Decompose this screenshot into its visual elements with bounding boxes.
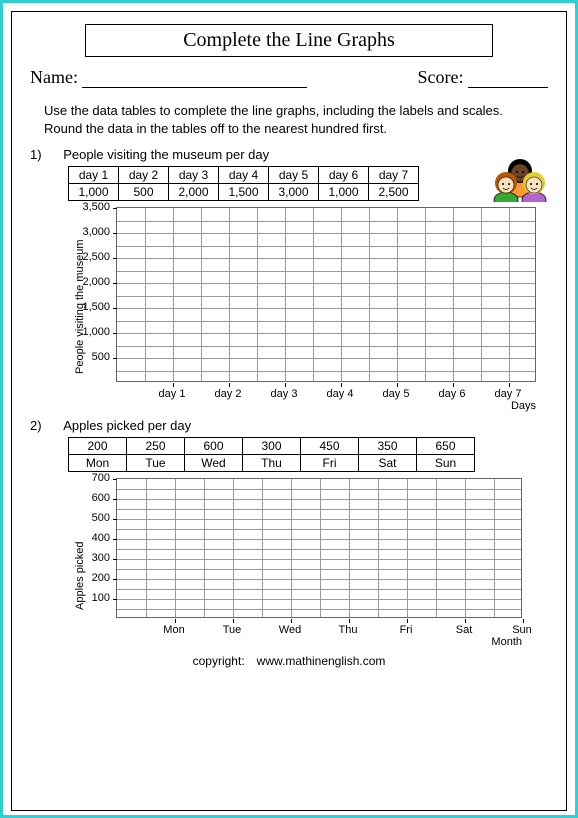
copyright: copyright: www.mathinenglish.com: [30, 654, 548, 668]
x-tick: Wed: [279, 624, 301, 636]
table-cell: 500: [119, 184, 169, 201]
table-cell: 300: [243, 438, 301, 455]
q1-chart: People visiting the museum5001,0001,5002…: [68, 207, 536, 410]
x-tick: Sun: [512, 624, 532, 636]
x-tick: Fri: [400, 624, 413, 636]
table-cell: day 3: [169, 167, 219, 184]
table-cell: 1,000: [69, 184, 119, 201]
q1-heading: 1) People visiting the museum per day: [30, 147, 548, 162]
table-cell: Mon: [69, 455, 127, 472]
table-cell: Sat: [359, 455, 417, 472]
worksheet-frame: Complete the Line Graphs Name: Score: Us…: [0, 0, 578, 818]
x-tick: Sat: [456, 624, 473, 636]
y-tick: 500: [92, 351, 110, 363]
score-blank[interactable]: [468, 70, 548, 88]
x-tick: Tue: [223, 624, 242, 636]
table-cell: 2,500: [369, 184, 419, 201]
score-label: Score:: [418, 67, 464, 87]
q1-number: 1): [30, 147, 42, 162]
y-tick: 3,000: [82, 226, 110, 238]
chart-grid: [116, 207, 536, 382]
table-cell: 350: [359, 438, 417, 455]
table-cell: day 5: [269, 167, 319, 184]
table-cell: Sun: [417, 455, 475, 472]
y-tick: 200: [92, 572, 110, 584]
table-cell: 600: [185, 438, 243, 455]
table-cell: 1,500: [219, 184, 269, 201]
x-tick: day 1: [159, 388, 186, 400]
name-blank[interactable]: [82, 70, 307, 88]
y-tick: 3,500: [82, 201, 110, 213]
q2-heading: 2) Apples picked per day: [30, 418, 548, 433]
table-cell: 1,000: [319, 184, 369, 201]
y-ticks: 5001,0001,5002,0002,5003,0003,500: [68, 207, 110, 382]
q2-number: 2): [30, 418, 42, 433]
name-label: Name:: [30, 67, 78, 87]
table-cell: day 7: [369, 167, 419, 184]
table-cell: day 6: [319, 167, 369, 184]
table-cell: Thu: [243, 455, 301, 472]
y-tick: 100: [92, 592, 110, 604]
x-tick: day 7: [495, 388, 522, 400]
table-cell: day 4: [219, 167, 269, 184]
q2-title: Apples picked per day: [63, 418, 191, 433]
page-title: Complete the Line Graphs: [85, 24, 493, 57]
x-tick: day 4: [327, 388, 354, 400]
y-tick: 1,500: [82, 301, 110, 313]
x-axis-label: Days: [511, 400, 536, 412]
x-ticks: MonTueWedThuFriSatSun: [116, 624, 522, 640]
x-tick: Thu: [339, 624, 358, 636]
worksheet-page: Complete the Line Graphs Name: Score: Us…: [11, 11, 567, 811]
y-tick: 400: [92, 532, 110, 544]
y-tick: 500: [92, 512, 110, 524]
table-cell: 2,000: [169, 184, 219, 201]
table-cell: 650: [417, 438, 475, 455]
table-cell: Wed: [185, 455, 243, 472]
x-tick: day 5: [383, 388, 410, 400]
x-tick: Mon: [163, 624, 184, 636]
score-field: Score:: [418, 67, 548, 88]
q2-data-table: 200250600300450350650 MonTueWedThuFriSatS…: [68, 437, 475, 472]
table-cell: 450: [301, 438, 359, 455]
table-cell: day 1: [69, 167, 119, 184]
table-cell: 200: [69, 438, 127, 455]
header-row: Name: Score:: [30, 67, 548, 88]
x-ticks: day 1 day 2 day 3 day 4 day 5 day 6 day 7: [116, 388, 536, 404]
table-cell: Fri: [301, 455, 359, 472]
y-ticks: 100200300400500600700: [68, 478, 110, 618]
table-cell: 250: [127, 438, 185, 455]
x-tick: day 6: [439, 388, 466, 400]
people-icon: [492, 158, 548, 202]
table-cell: day 2: [119, 167, 169, 184]
y-tick: 2,000: [82, 276, 110, 288]
x-axis-label: Month: [491, 636, 522, 648]
q2-chart: Apples picked100200300400500600700MonTue…: [68, 478, 522, 646]
x-tick: day 3: [271, 388, 298, 400]
chart-grid: [116, 478, 522, 618]
q1-data-table: day 1day 2day 3day 4day 5day 6day 71,000…: [68, 166, 419, 201]
y-tick: 300: [92, 552, 110, 564]
y-tick: 600: [92, 492, 110, 504]
instructions: Use the data tables to complete the line…: [44, 102, 534, 137]
table-cell: Tue: [127, 455, 185, 472]
y-tick: 1,000: [82, 326, 110, 338]
y-tick: 700: [92, 472, 110, 484]
table-cell: 3,000: [269, 184, 319, 201]
y-tick: 2,500: [82, 251, 110, 263]
q1-title: People visiting the museum per day: [63, 147, 269, 162]
name-field: Name:: [30, 67, 307, 88]
x-tick: day 2: [215, 388, 242, 400]
